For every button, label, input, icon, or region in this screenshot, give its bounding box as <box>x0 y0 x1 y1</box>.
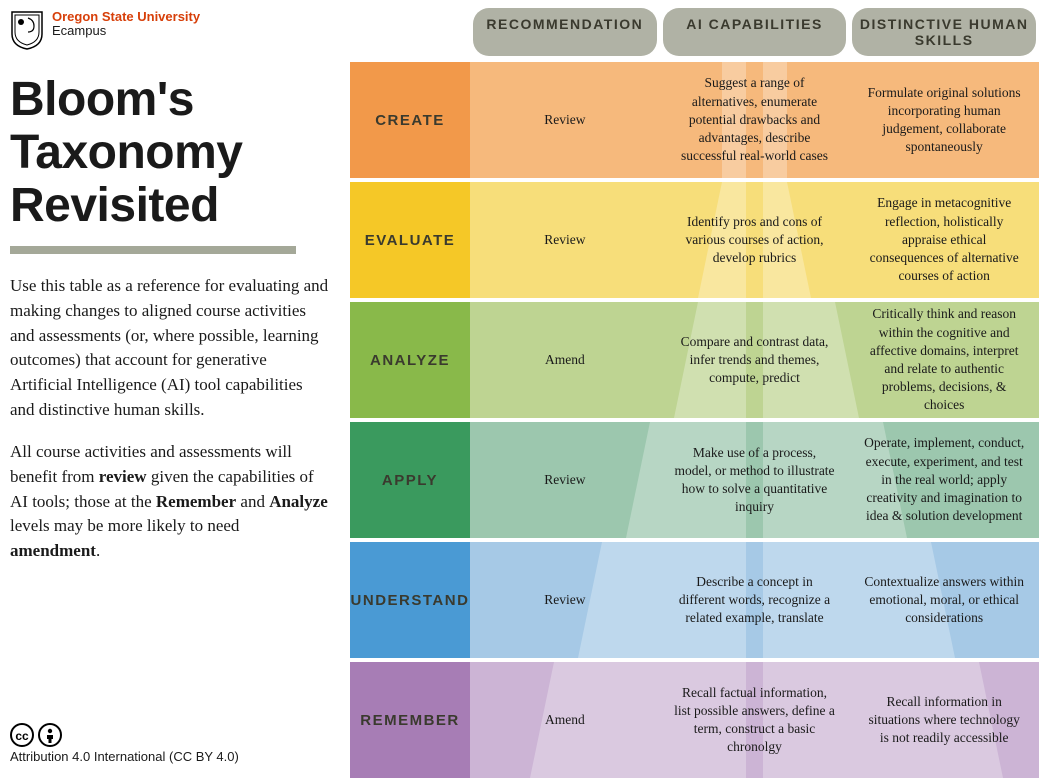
header-recommendation: RECOMMENDATION <box>473 8 657 56</box>
logo-sub: Ecampus <box>52 24 200 38</box>
header-human: DISTINCTIVE HUMAN SKILLS <box>852 8 1036 56</box>
cell-human: Engage in metacognitive reflection, holi… <box>849 182 1039 298</box>
cell-recommendation: Review <box>470 542 660 658</box>
by-icon <box>38 723 62 747</box>
level-label: CREATE <box>350 62 470 178</box>
header-row: RECOMMENDATION AI CAPABILITIES DISTINCTI… <box>350 8 1039 56</box>
cell-recommendation: Review <box>470 182 660 298</box>
paragraph-2: All course activities and assessments wi… <box>10 440 330 563</box>
content-row: ReviewSuggest a range of alternatives, e… <box>470 62 1039 178</box>
cell-ai: Suggest a range of alternatives, enumera… <box>660 62 850 178</box>
taxonomy-row-remember: REMEMBERAmendRecall factual information,… <box>350 662 1039 778</box>
cell-ai: Describe a concept in different words, r… <box>660 542 850 658</box>
cell-human: Formulate original solutions incorporati… <box>849 62 1039 178</box>
level-label: APPLY <box>350 422 470 538</box>
taxonomy-row-create: CREATEReviewSuggest a range of alternati… <box>350 62 1039 178</box>
cell-recommendation: Amend <box>470 302 660 418</box>
cc-license-block: cc Attribution 4.0 International (CC BY … <box>10 723 330 770</box>
cell-human: Recall information in situations where t… <box>849 662 1039 778</box>
taxonomy-table: RECOMMENDATION AI CAPABILITIES DISTINCTI… <box>350 0 1047 780</box>
content-row: ReviewDescribe a concept in different wo… <box>470 542 1039 658</box>
taxonomy-row-apply: APPLYReviewMake use of a process, model,… <box>350 422 1039 538</box>
cell-ai: Make use of a process, model, or method … <box>660 422 850 538</box>
cell-human: Contextualize answers within emotional, … <box>849 542 1039 658</box>
page-title: Bloom's Taxonomy Revisited <box>10 74 330 232</box>
cell-ai: Compare and contrast data, infer trends … <box>660 302 850 418</box>
level-label: EVALUATE <box>350 182 470 298</box>
osu-shield-icon <box>10 10 44 50</box>
cell-recommendation: Review <box>470 62 660 178</box>
cell-ai: Recall factual information, list possibl… <box>660 662 850 778</box>
cell-human: Operate, implement, conduct, execute, ex… <box>849 422 1039 538</box>
logo-university: Oregon State University <box>52 10 200 24</box>
header-ai: AI CAPABILITIES <box>663 8 847 56</box>
paragraph-1: Use this table as a reference for evalua… <box>10 274 330 422</box>
content-row: AmendRecall factual information, list po… <box>470 662 1039 778</box>
taxonomy-row-understand: UNDERSTANDReviewDescribe a concept in di… <box>350 542 1039 658</box>
logo-block: Oregon State University Ecampus <box>10 10 330 50</box>
taxonomy-row-analyze: ANALYZEAmendCompare and contrast data, i… <box>350 302 1039 418</box>
content-row: ReviewIdentify pros and cons of various … <box>470 182 1039 298</box>
cell-ai: Identify pros and cons of various course… <box>660 182 850 298</box>
content-row: ReviewMake use of a process, model, or m… <box>470 422 1039 538</box>
cell-recommendation: Review <box>470 422 660 538</box>
cell-human: Critically think and reason within the c… <box>849 302 1039 418</box>
level-label: ANALYZE <box>350 302 470 418</box>
title-underline <box>10 246 296 254</box>
level-label: UNDERSTAND <box>350 542 470 658</box>
cell-recommendation: Amend <box>470 662 660 778</box>
cc-text: Attribution 4.0 International (CC BY 4.0… <box>10 749 330 764</box>
svg-text:cc: cc <box>15 729 29 743</box>
level-label: REMEMBER <box>350 662 470 778</box>
taxonomy-row-evaluate: EVALUATEReviewIdentify pros and cons of … <box>350 182 1039 298</box>
left-column: Oregon State University Ecampus Bloom's … <box>0 0 350 780</box>
content-row: AmendCompare and contrast data, infer tr… <box>470 302 1039 418</box>
cc-icon: cc <box>10 723 34 747</box>
